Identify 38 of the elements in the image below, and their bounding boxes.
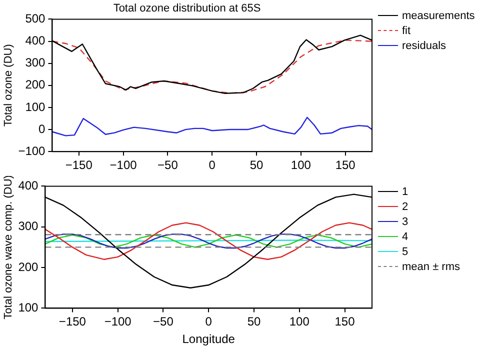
x-tick-label: −50 <box>153 314 174 329</box>
y-tick-label: −100 <box>18 144 46 158</box>
y-tick-label: 100 <box>25 100 46 114</box>
legend-label: mean ± rms <box>402 260 460 272</box>
x-tick-label: 150 <box>334 314 356 329</box>
x-tick-label: 100 <box>289 314 310 329</box>
y-tick-label: 200 <box>25 78 46 92</box>
y-tick-label: 300 <box>25 56 46 70</box>
y-tick-label: 0 <box>38 122 46 136</box>
x-tick-label: −50 <box>158 158 178 172</box>
legend-label: measurements <box>402 10 475 22</box>
legend-label: 2 <box>402 200 408 212</box>
y-tick-label: 500 <box>25 12 46 26</box>
y-tick-label: 100 <box>18 300 39 315</box>
x-tick-label: 50 <box>250 158 264 172</box>
x-tick-label: 150 <box>335 158 356 172</box>
y-axis-title: Total ozone wave comp. (DU) <box>2 175 15 320</box>
x-tick-label: −150 <box>65 158 93 172</box>
x-axis-title: Longitude <box>182 332 236 346</box>
y-tick-label: 400 <box>18 178 39 193</box>
legend-label: fit <box>402 24 411 36</box>
y-tick-label: 200 <box>18 260 39 274</box>
legend-label: 1 <box>402 186 408 198</box>
y-tick-label: 400 <box>25 34 46 48</box>
x-tick-label: 0 <box>205 314 212 329</box>
legend-label: residuals <box>402 40 446 52</box>
legend-label: 3 <box>402 216 408 228</box>
x-tick-label: −100 <box>104 314 132 329</box>
legend-label: 5 <box>402 246 408 258</box>
chart-title: Total ozone distribution at 65S <box>113 2 261 15</box>
x-tick-label: 100 <box>290 158 312 172</box>
x-tick-label: −100 <box>110 158 138 172</box>
x-tick-label: 0 <box>208 158 216 172</box>
x-tick-label: −150 <box>58 314 86 329</box>
y-axis-title: Total ozone (DU) <box>2 44 15 127</box>
legend-label: 4 <box>402 230 408 242</box>
x-tick-label: 50 <box>247 314 261 329</box>
y-tick-label: 300 <box>18 219 39 234</box>
